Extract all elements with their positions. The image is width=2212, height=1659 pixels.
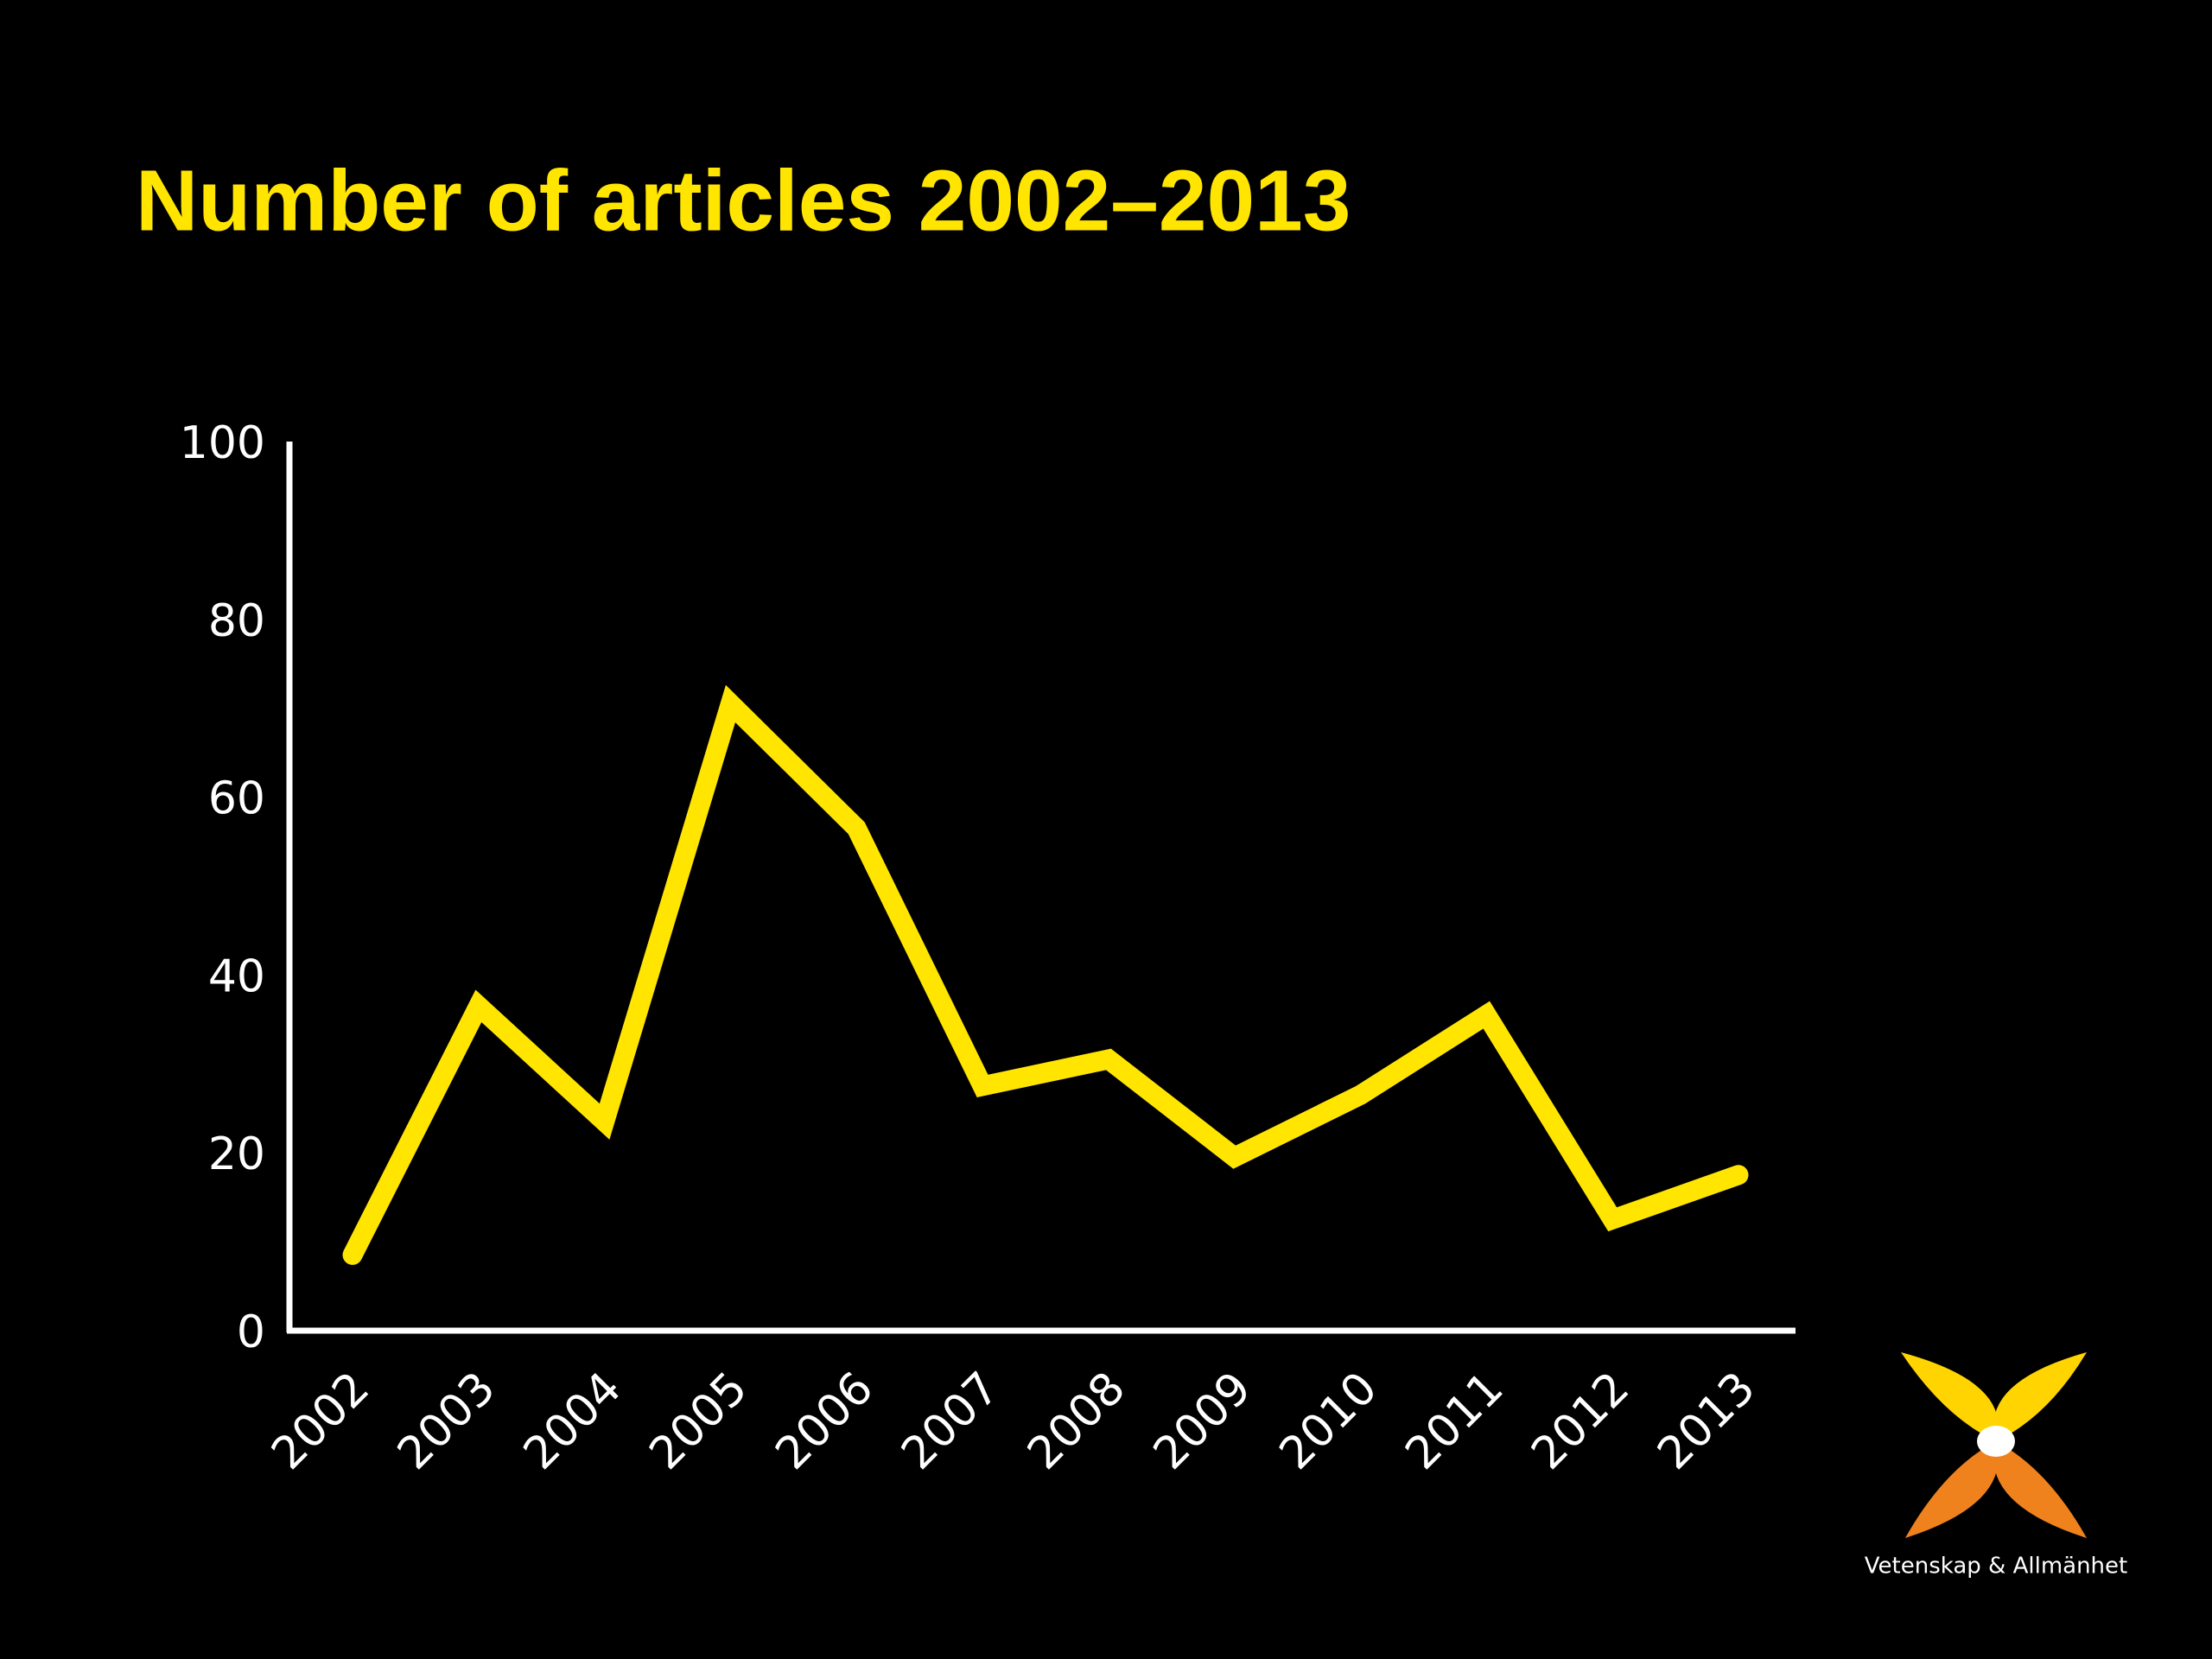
logo-text: Vetenskap & Allmänhet <box>1865 1554 2127 1580</box>
logo-arm <box>1901 1352 1999 1441</box>
y-tick-label: 80 <box>208 595 265 647</box>
logo-arm <box>1993 1441 2087 1538</box>
y-tick-label: 20 <box>208 1128 265 1180</box>
y-tick-label: 100 <box>180 417 265 469</box>
logo: Vetenskap & Allmänhet <box>1865 1352 2127 1580</box>
data-line <box>342 684 1749 1265</box>
y-tick-label: 0 <box>237 1306 265 1358</box>
y-tick-label: 40 <box>208 950 265 1002</box>
logo-arm <box>1905 1441 1999 1538</box>
logo-arm <box>1993 1352 2087 1441</box>
y-tick-label: 60 <box>208 773 265 825</box>
chart-title: Number of articles 2002–2013 <box>136 152 1351 249</box>
logo-center <box>1977 1426 2015 1457</box>
